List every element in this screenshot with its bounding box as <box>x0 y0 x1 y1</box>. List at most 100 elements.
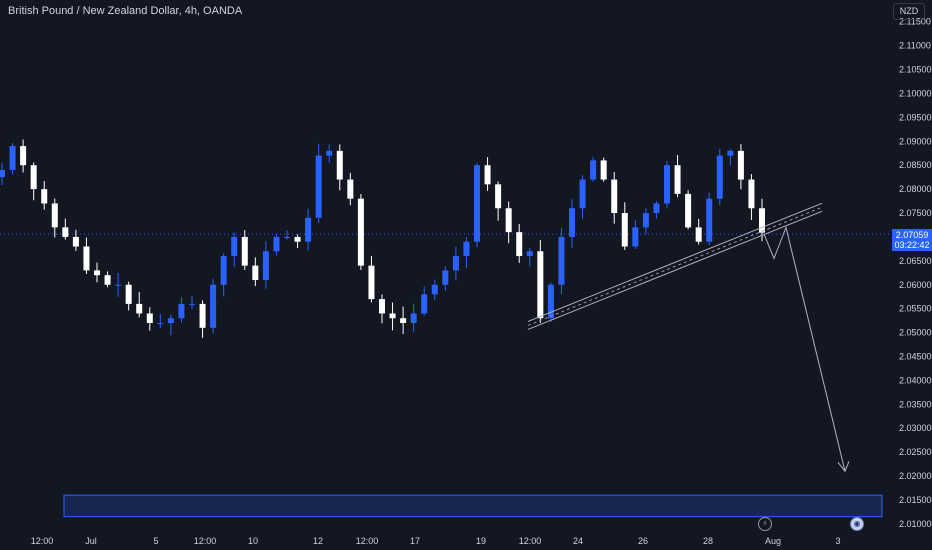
candle-body <box>284 236 290 238</box>
time-tick-label: 12 <box>313 536 323 546</box>
candle-body <box>199 303 206 328</box>
candle-body <box>326 150 333 156</box>
price-tick-label: 2.01500 <box>899 495 932 505</box>
candle-body <box>231 236 238 257</box>
candle-body <box>664 165 670 204</box>
candle-body <box>294 236 301 242</box>
candle-body <box>315 155 322 218</box>
candle-body <box>357 198 364 266</box>
symbol-title-text: British Pound / New Zealand Dollar, 4h, … <box>8 5 243 17</box>
price-tick-label: 2.05000 <box>899 328 932 338</box>
price-tick-label: 2.02500 <box>899 447 932 457</box>
candle-body <box>537 251 544 319</box>
price-tick-label: 2.05500 <box>899 304 932 314</box>
price-tick-label: 2.03000 <box>899 423 932 433</box>
candle-body <box>30 165 37 190</box>
projection-arrow[interactable] <box>763 225 846 472</box>
price-tick-label: 2.07500 <box>899 208 932 218</box>
time-tick-label: 28 <box>703 536 713 546</box>
candle-body <box>695 227 702 242</box>
price-tick-label: 2.01000 <box>899 519 932 529</box>
lightning-icon[interactable]: ⚡ <box>758 517 772 531</box>
price-tick-label: 2.10500 <box>899 65 932 75</box>
price-tick-label: 2.11500 <box>899 17 931 27</box>
candle-body <box>431 284 438 295</box>
candles <box>0 139 765 338</box>
event-icon[interactable]: ◉ <box>850 517 864 531</box>
price-tick-label: 2.06500 <box>899 256 932 266</box>
candle-body <box>104 275 111 285</box>
candle-body <box>495 184 502 209</box>
current-price-value: 2.07059 <box>895 230 929 240</box>
candle-body <box>716 155 723 199</box>
candle-body <box>72 236 79 247</box>
candle-body <box>706 198 713 242</box>
candle-body <box>389 313 396 319</box>
candle-body <box>146 313 153 324</box>
time-tick-label: 3 <box>835 536 840 546</box>
candle-body <box>178 303 185 319</box>
candle-body <box>737 150 744 180</box>
price-tick-label: 2.11000 <box>899 41 931 51</box>
time-tick-label: 12:00 <box>194 536 217 546</box>
price-tick-label: 2.09000 <box>899 136 932 146</box>
time-tick-label: 24 <box>573 536 583 546</box>
candle-body <box>727 150 734 156</box>
candle-body <box>590 160 597 180</box>
price-tick-label: 2.06000 <box>899 280 932 290</box>
candle-body <box>336 150 343 180</box>
candle-body <box>262 251 269 280</box>
channel-mid-line <box>527 206 823 326</box>
candle-body <box>558 236 565 285</box>
trendline-channel[interactable] <box>527 202 823 330</box>
candle-body <box>569 208 575 237</box>
candle-body <box>474 165 480 242</box>
projection-arrowhead <box>837 461 850 473</box>
channel-lower-line <box>527 210 823 330</box>
candle-body <box>547 284 554 319</box>
candle-body <box>642 213 649 228</box>
candle-body <box>452 256 459 271</box>
bar-countdown: 03:22:42 <box>894 240 930 250</box>
candle-body <box>442 270 449 285</box>
candle-body <box>51 203 58 228</box>
time-axis[interactable]: 12:00 Jul 5 12:00 10 12 12:00 17 19 12:00 24 26 28 Au… <box>31 536 841 546</box>
candle-body <box>748 179 755 209</box>
candle-body <box>125 284 132 304</box>
candle-body <box>674 165 681 194</box>
time-tick-label: 10 <box>248 536 258 546</box>
price-tick-label: 2.04000 <box>899 375 932 385</box>
price-axis[interactable]: 2.11500 2.11000 2.10500 2.10000 2.09500 2.090… <box>899 17 932 529</box>
candle-body <box>305 217 312 242</box>
candle-body <box>632 227 639 247</box>
candle-body <box>611 179 618 214</box>
candle-body <box>273 236 280 252</box>
candle-body <box>379 299 385 314</box>
price-tick-label: 2.08500 <box>899 160 932 170</box>
candle-body <box>115 284 122 286</box>
price-tick-label: 2.09500 <box>899 112 932 122</box>
candle-body <box>20 146 27 166</box>
candle-body <box>421 294 428 314</box>
candle-body <box>189 303 195 305</box>
candle-body <box>241 236 248 266</box>
price-tick-label: 2.03500 <box>899 399 932 409</box>
candle-body <box>505 208 512 233</box>
time-tick-label: Aug <box>765 536 781 546</box>
candle-body <box>463 241 470 257</box>
time-tick-label: 12:00 <box>356 536 379 546</box>
channel-upper-line <box>527 202 823 322</box>
currency-selector[interactable]: NZD <box>893 3 925 20</box>
candle-body <box>621 213 628 247</box>
time-tick-label: 12:00 <box>519 536 542 546</box>
candle-body <box>157 323 164 325</box>
time-tick-label: 26 <box>638 536 648 546</box>
candle-body <box>400 318 407 324</box>
time-tick-label: 17 <box>410 536 420 546</box>
target-zone[interactable] <box>63 494 883 518</box>
time-tick-label: 5 <box>153 536 158 546</box>
candle-body <box>653 203 660 214</box>
candle-body <box>759 208 765 233</box>
symbol-title[interactable]: British Pound / New Zealand Dollar, 4h, … <box>8 5 242 17</box>
